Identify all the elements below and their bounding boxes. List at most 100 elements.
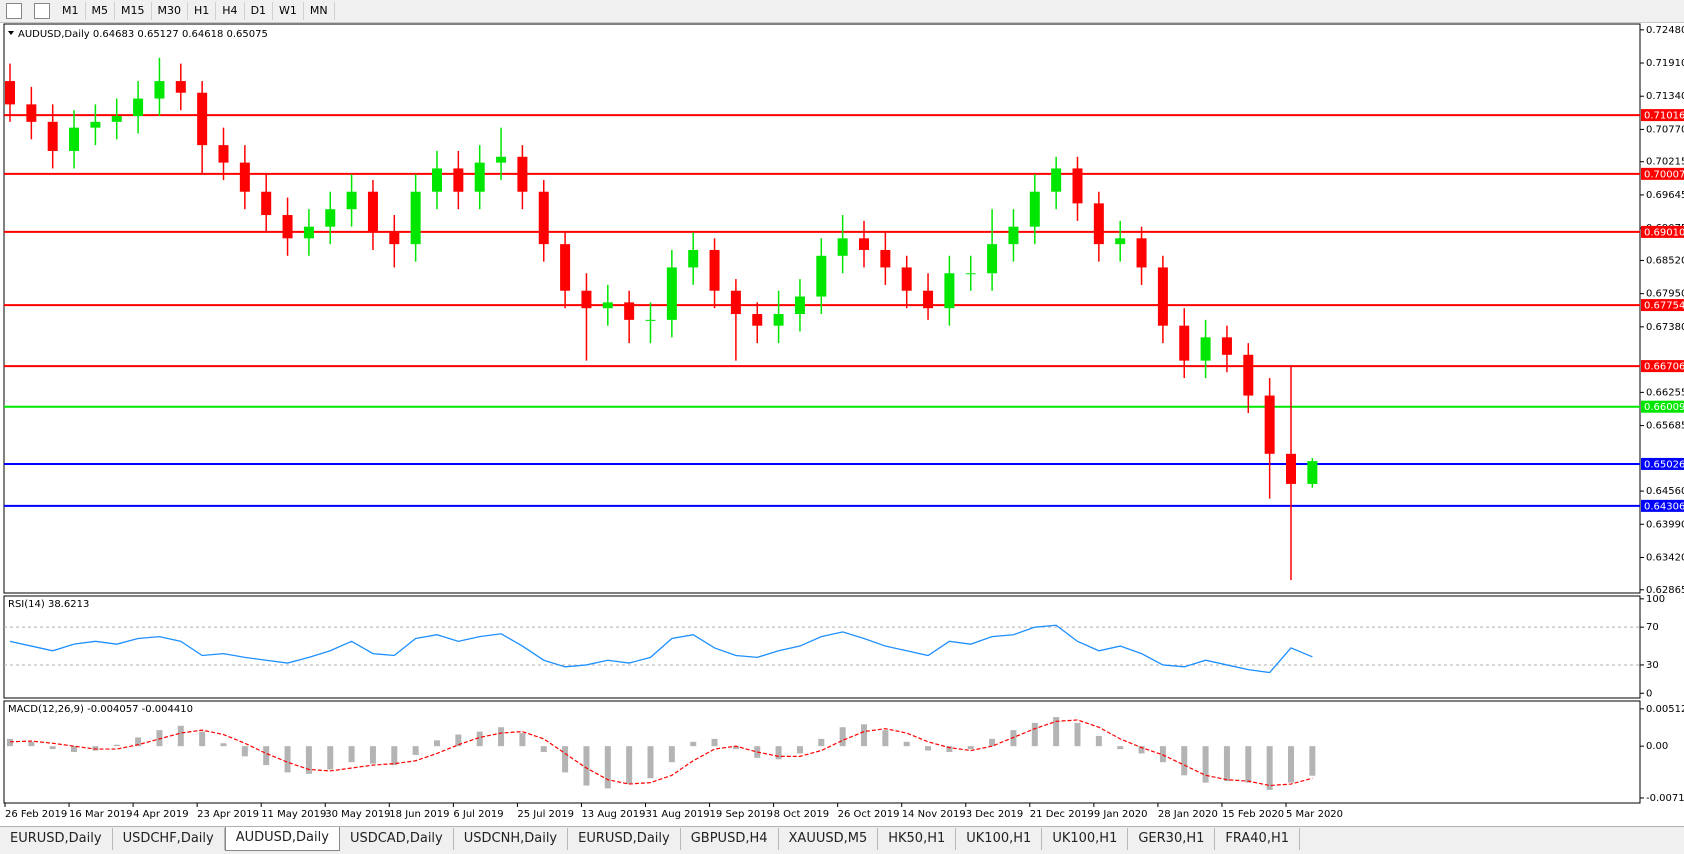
y-tick-label: 70 — [1646, 622, 1659, 633]
y-tick-label: 0.63990 — [1646, 519, 1684, 530]
macd-bar — [1223, 746, 1230, 782]
chart-tab[interactable]: UK100,H1 — [1042, 828, 1129, 850]
macd-bar — [498, 727, 505, 747]
candle-body — [453, 168, 464, 192]
timeframe-button[interactable]: H1 — [188, 2, 217, 20]
macd-bar — [711, 738, 718, 747]
timeframe-button[interactable]: M30 — [152, 2, 188, 20]
price-level-label: 0.67754 — [1644, 301, 1684, 312]
macd-bar — [1159, 746, 1166, 763]
chart-tab[interactable]: USDCNH,Daily — [454, 828, 569, 850]
x-tick-label: 14 Nov 2019 — [902, 809, 966, 820]
x-tick-label: 3 Dec 2019 — [966, 809, 1024, 820]
macd-signal — [9, 719, 1313, 787]
y-tick-label: 0.67950 — [1646, 289, 1684, 300]
timeframe-button[interactable]: MN — [304, 2, 335, 20]
chart-area: AUDUSD,Daily 0.64683 0.65127 0.64618 0.6… — [3, 23, 1684, 820]
timeframe-button[interactable]: D1 — [245, 2, 274, 20]
x-tick-label: 8 Oct 2019 — [774, 809, 829, 820]
y-tick-label: 0.005121 — [1646, 704, 1684, 715]
chart-tab[interactable]: FRA40,H1 — [1215, 828, 1301, 850]
candle-body — [1264, 395, 1275, 454]
candle-body — [1179, 325, 1190, 361]
macd-bar — [220, 743, 227, 747]
candle-body — [1008, 226, 1019, 245]
candle-body — [218, 145, 229, 163]
y-tick-label: -0.007111 — [1646, 793, 1684, 804]
timeframe-button[interactable]: M15 — [115, 2, 152, 20]
price-level-tag — [1641, 457, 1684, 470]
candle-body — [47, 121, 58, 151]
macd-bar — [1309, 746, 1316, 776]
macd-bar — [1117, 746, 1124, 750]
candle-body — [688, 249, 699, 268]
macd-bar — [28, 741, 35, 747]
macd-bar — [1010, 730, 1017, 747]
macd-bar — [71, 746, 78, 752]
x-tick-label: 28 Jan 2020 — [1158, 809, 1218, 820]
macd-bar — [668, 746, 675, 763]
toolbar-icon[interactable] — [6, 3, 22, 19]
chart-tab[interactable]: EURUSD,Daily — [0, 828, 113, 850]
chart-tab[interactable]: XAUUSD,M5 — [779, 828, 879, 850]
chart-tab[interactable]: GER30,H1 — [1128, 828, 1216, 850]
y-tick-label: 0.66255 — [1646, 387, 1684, 398]
macd-bar — [1074, 722, 1081, 747]
y-tick-label: 0.70215 — [1646, 157, 1684, 168]
candle-body — [282, 215, 293, 239]
macd-bar — [796, 746, 803, 754]
tab-bar: EURUSD,Daily USDCHF,Daily AUDUSD,Daily USDC… — [0, 826, 1684, 854]
x-tick-label: 21 Dec 2019 — [1030, 809, 1094, 820]
y-tick-label: 0.67380 — [1646, 322, 1684, 333]
timeframe-button[interactable]: H4 — [216, 2, 245, 20]
price-level-tag — [1641, 360, 1684, 373]
x-tick-label: 19 Sep 2019 — [710, 809, 773, 820]
macd-bar — [476, 731, 483, 747]
macd-bar — [327, 746, 334, 770]
x-tick-label: 5 Mar 2020 — [1286, 809, 1343, 820]
timeframe-button[interactable]: W1 — [273, 2, 304, 20]
y-tick-label: 100 — [1646, 594, 1665, 605]
candle-body — [175, 81, 186, 93]
chart-tab[interactable]: USDCAD,Daily — [340, 828, 454, 850]
y-tick-label: 0.71910 — [1646, 58, 1684, 69]
macd-bar — [647, 746, 654, 779]
candle-body — [432, 168, 442, 192]
chart-tab[interactable]: EURUSD,Daily — [568, 828, 681, 850]
chart-tab[interactable]: HK50,H1 — [878, 828, 957, 850]
chart-tab[interactable]: UK100,H1 — [956, 828, 1043, 850]
candle-body — [581, 290, 592, 309]
timeframe-button[interactable]: M1 — [56, 2, 86, 20]
macd-bar — [156, 730, 163, 747]
timeframe-button[interactable]: M5 — [86, 2, 115, 20]
candle-body — [602, 302, 613, 309]
macd-bar — [1245, 746, 1252, 783]
candle-body — [1115, 238, 1126, 245]
macd-bar — [305, 746, 312, 774]
macd-bar — [946, 746, 953, 752]
x-tick-label: 31 Aug 2019 — [646, 809, 710, 820]
y-tick-label: 0 — [1646, 688, 1652, 699]
macd-bar — [861, 724, 867, 747]
macd-bar — [519, 733, 526, 747]
chart-tab[interactable]: GBPUSD,H4 — [681, 828, 779, 850]
rsi-line — [9, 624, 1313, 674]
macd-bar — [967, 746, 974, 750]
candle-body — [517, 156, 528, 192]
candle-body — [325, 209, 336, 227]
candle-body — [496, 156, 507, 163]
y-tick-label: 0.63420 — [1646, 552, 1684, 563]
y-tick-label: 0.72480 — [1646, 25, 1684, 36]
chart-tab[interactable]: AUDUSD,Daily — [224, 827, 340, 851]
macd-bar — [1138, 746, 1145, 754]
candle-body — [901, 267, 912, 291]
macd-bar — [1288, 746, 1294, 783]
macd-bar — [49, 746, 56, 750]
toolbar-icon[interactable] — [34, 3, 50, 19]
x-tick-label: 23 Apr 2019 — [197, 809, 259, 820]
chart-tab[interactable]: USDCHF,Daily — [113, 828, 225, 850]
candle-body — [111, 116, 122, 122]
y-tick-label: 0.00 — [1646, 741, 1668, 752]
macd-bar — [775, 746, 782, 760]
